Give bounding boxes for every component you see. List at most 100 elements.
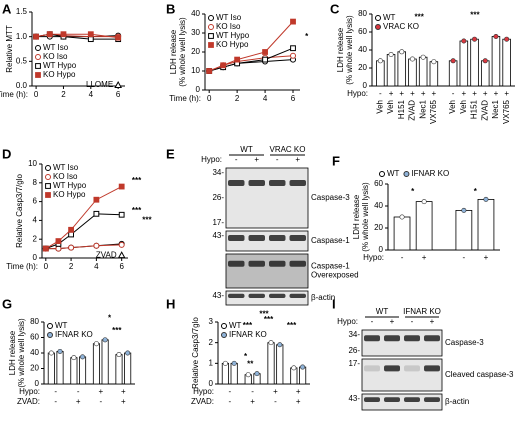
x-tick-label: 2 (235, 94, 240, 103)
marker (33, 33, 40, 40)
legend-marker (35, 63, 41, 69)
legend-label: WT Iso (53, 163, 79, 172)
panel-letter: D (2, 146, 11, 161)
row-value: + (432, 89, 437, 98)
marker (93, 242, 100, 249)
y-tick-label: 0 (209, 379, 214, 388)
legend-marker (379, 171, 385, 177)
row-value: - (463, 253, 466, 262)
y-tick-label: 60 (374, 179, 383, 188)
group-label: WT (240, 145, 253, 154)
legend-label: WT Hypo (53, 181, 87, 190)
marker (68, 244, 75, 251)
marker (118, 241, 125, 248)
x-tick-label: 4 (263, 94, 268, 103)
legend-marker (35, 72, 41, 78)
significance: * (305, 32, 309, 41)
kda-marker: 43- (212, 231, 224, 240)
bar-dot (71, 355, 77, 361)
marker (115, 34, 122, 41)
band (289, 293, 306, 298)
bar (502, 38, 511, 87)
bar-dot (461, 207, 467, 213)
band (364, 365, 380, 372)
bar (448, 60, 458, 87)
legend-marker (221, 323, 227, 329)
significance: *** (132, 206, 142, 215)
row-label: ZVAD: (191, 397, 214, 406)
legend-label: KO Hypo (53, 190, 86, 199)
y-tick-label: 80 (30, 317, 39, 326)
lane-label: - (235, 155, 238, 164)
significance: *** (259, 310, 269, 319)
y-tick-label: 3 (209, 317, 214, 326)
bar (455, 209, 473, 251)
significance: *** (287, 321, 297, 330)
legend-label: IFNAR KO (411, 169, 449, 178)
significance: ** (247, 359, 254, 368)
y-tick-label: 10 (191, 66, 200, 75)
band-label: β-actin (311, 293, 335, 302)
lane-label: - (276, 155, 279, 164)
y-tick-label: 80 (358, 9, 367, 18)
legend-marker (45, 165, 51, 171)
bar-dot (420, 54, 426, 60)
bar-dot (254, 371, 260, 377)
y-tick-label: 0.0 (16, 81, 28, 90)
y-tick-label: 6 (33, 197, 38, 206)
bar (418, 56, 428, 87)
band (228, 260, 245, 267)
row-value: + (296, 387, 301, 396)
band (424, 335, 440, 342)
bar-dot (222, 360, 228, 366)
y-tick-label: 0 (33, 253, 38, 262)
legend-marker (47, 332, 53, 338)
row-label: Hypo: (363, 253, 384, 262)
x-tick-label: 4 (94, 262, 99, 271)
y-tick-label: 0.5 (16, 56, 28, 65)
legend-marker (45, 183, 51, 189)
band (248, 293, 265, 298)
y-tick-label: 0 (363, 81, 368, 90)
marker (234, 56, 241, 63)
x-tick-label: 0 (34, 90, 39, 99)
legend-label: VRAC KO (383, 22, 419, 31)
y-tick-label: 0 (196, 85, 201, 94)
group-label: WT (376, 307, 389, 316)
group-label: VRAC KO (269, 145, 305, 154)
row-value: + (410, 89, 415, 98)
y-tick-label: 8 (33, 178, 38, 187)
bar-dot (399, 214, 405, 220)
lane-row-label: Hypo: (337, 317, 358, 326)
marker (290, 45, 296, 52)
legend-marker (208, 15, 214, 21)
x-tick-label: 6 (291, 94, 296, 103)
row-value: + (389, 89, 394, 98)
significance: * (108, 313, 112, 322)
legend-marker (47, 323, 53, 329)
row-value: + (483, 89, 488, 98)
marker (290, 18, 296, 25)
significance: * (474, 187, 478, 196)
marker (93, 196, 100, 203)
bar-dot (431, 59, 437, 65)
bar-dot (102, 337, 108, 343)
marker (114, 80, 123, 89)
row-label: Hypo: (19, 387, 40, 396)
y-axis-label: (% whole well lysis) (178, 17, 187, 87)
bar-dot (125, 350, 131, 356)
band (289, 180, 306, 186)
bar (393, 216, 411, 251)
y-tick-label: 20 (358, 63, 367, 72)
row-value: H151 (397, 99, 406, 119)
row-label: Hypo: (347, 89, 368, 98)
panel-letter: G (2, 296, 12, 311)
bar-dot (399, 49, 405, 55)
band (269, 293, 286, 298)
x-axis-label: Time (h): (6, 262, 38, 271)
row-value: + (250, 397, 255, 406)
y-tick-label: 40 (358, 45, 367, 54)
blot-panel (225, 167, 309, 229)
y-axis-label: Relative MTT (5, 25, 14, 73)
point-label: ZVAD (96, 250, 117, 259)
